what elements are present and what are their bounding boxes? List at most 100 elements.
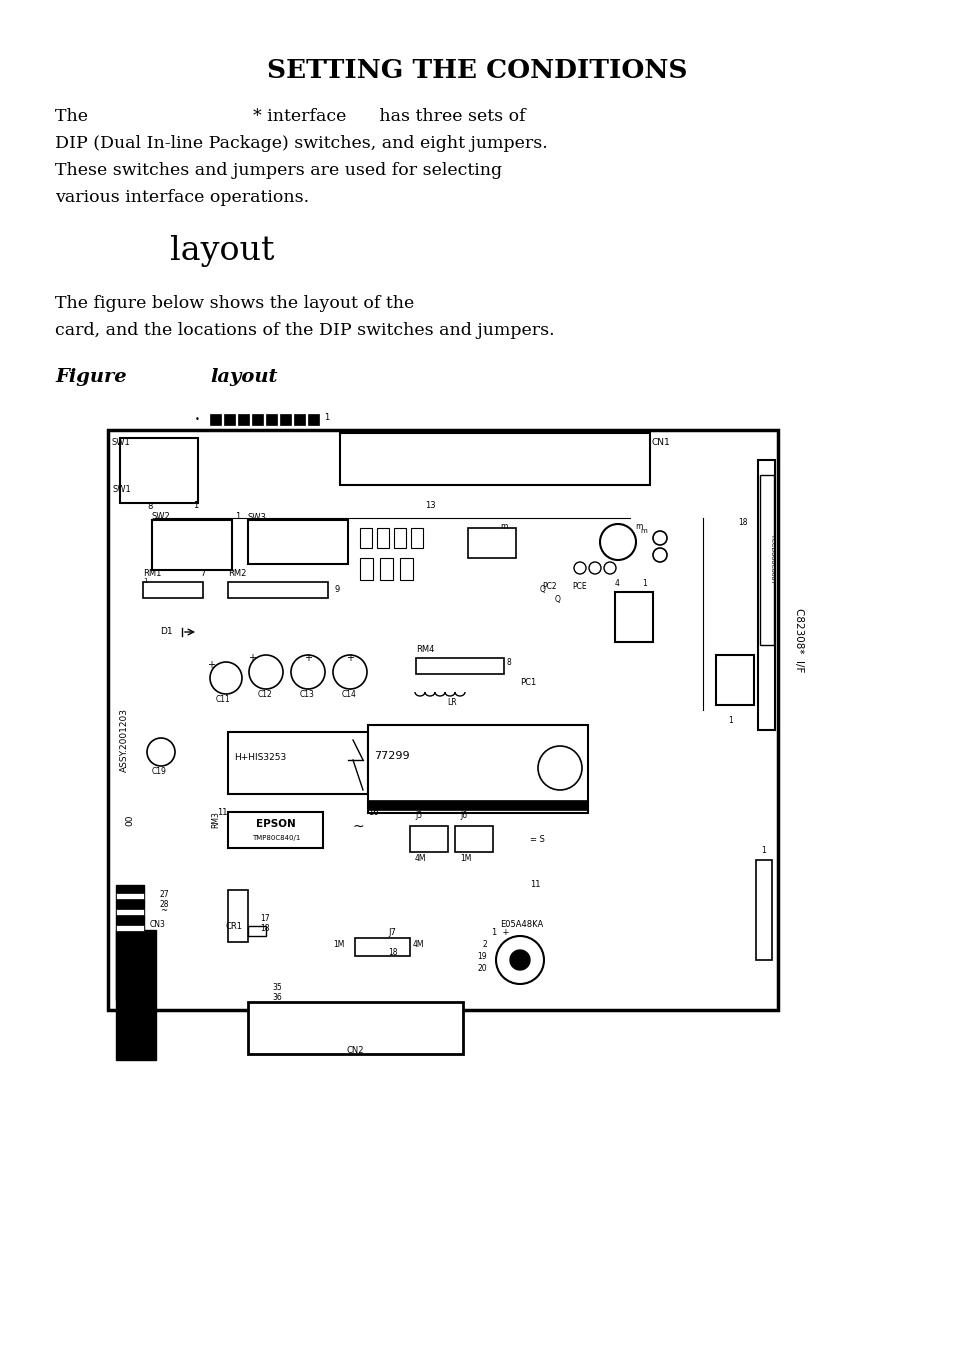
Text: 9: 9 bbox=[335, 585, 340, 594]
Text: RM4: RM4 bbox=[416, 645, 434, 654]
Bar bbox=[615, 592, 652, 642]
Text: EPSON: EPSON bbox=[255, 819, 295, 829]
Text: Q: Q bbox=[555, 594, 560, 604]
Text: 1: 1 bbox=[727, 716, 732, 724]
Text: D1: D1 bbox=[160, 627, 172, 636]
Text: card, and the locations of the DIP switches and jumpers.: card, and the locations of the DIP switc… bbox=[55, 322, 554, 338]
Bar bbox=[248, 520, 348, 565]
Text: C11: C11 bbox=[215, 695, 231, 704]
Bar bbox=[266, 414, 276, 425]
Text: SW2: SW2 bbox=[152, 512, 171, 521]
Text: CN1: CN1 bbox=[651, 437, 670, 447]
Bar bbox=[116, 909, 144, 915]
Text: The figure below shows the layout of the: The figure below shows the layout of the bbox=[55, 295, 414, 311]
Bar bbox=[368, 724, 587, 812]
Text: Figure: Figure bbox=[55, 368, 127, 386]
Text: 4M: 4M bbox=[415, 854, 426, 862]
Text: 1: 1 bbox=[324, 413, 329, 421]
Circle shape bbox=[210, 662, 242, 695]
Bar bbox=[143, 582, 203, 598]
Text: C14: C14 bbox=[341, 691, 356, 699]
Text: 1M: 1M bbox=[459, 854, 471, 862]
Text: •: • bbox=[195, 414, 200, 424]
Text: 16: 16 bbox=[368, 808, 378, 816]
Circle shape bbox=[599, 524, 636, 561]
Circle shape bbox=[574, 562, 585, 574]
Bar bbox=[152, 520, 232, 570]
Text: 1: 1 bbox=[641, 580, 646, 588]
Text: ~: ~ bbox=[352, 821, 363, 834]
Text: These switches and jumpers are used for selecting: These switches and jumpers are used for … bbox=[55, 162, 501, 179]
Text: 4: 4 bbox=[615, 580, 619, 588]
Bar bbox=[410, 826, 448, 852]
Circle shape bbox=[333, 655, 367, 689]
Text: 1: 1 bbox=[143, 578, 148, 584]
Text: 36: 36 bbox=[272, 992, 281, 1002]
Text: 1: 1 bbox=[760, 846, 765, 854]
Bar bbox=[716, 655, 753, 705]
Bar bbox=[280, 414, 291, 425]
Bar bbox=[116, 894, 144, 899]
Bar bbox=[116, 886, 144, 891]
Bar bbox=[468, 528, 516, 558]
Bar bbox=[294, 414, 305, 425]
Text: 8: 8 bbox=[506, 658, 511, 668]
Bar bbox=[755, 860, 771, 960]
Text: 19: 19 bbox=[476, 952, 486, 961]
Text: various interface operations.: various interface operations. bbox=[55, 190, 309, 206]
Circle shape bbox=[291, 655, 325, 689]
Bar bbox=[116, 900, 144, 907]
Bar bbox=[210, 414, 221, 425]
Text: 1: 1 bbox=[193, 501, 198, 510]
Text: 2: 2 bbox=[482, 940, 486, 949]
Bar bbox=[120, 437, 198, 502]
Bar bbox=[355, 938, 410, 956]
Bar bbox=[237, 414, 249, 425]
Bar bbox=[359, 528, 372, 548]
Bar bbox=[399, 558, 413, 580]
Text: 27
28: 27 28 bbox=[160, 890, 170, 910]
Text: m: m bbox=[639, 528, 646, 533]
Text: +: + bbox=[207, 659, 214, 670]
Text: CN2: CN2 bbox=[346, 1047, 363, 1055]
Bar bbox=[359, 558, 373, 580]
Text: TMP80C840/1: TMP80C840/1 bbox=[252, 835, 300, 841]
Bar bbox=[116, 886, 144, 1001]
Text: 77299: 77299 bbox=[374, 751, 409, 761]
Text: SETTING THE CONDITIONS: SETTING THE CONDITIONS bbox=[267, 58, 686, 83]
Text: E05A48KA: E05A48KA bbox=[499, 919, 542, 929]
Text: RM3: RM3 bbox=[212, 811, 220, 829]
Text: DIP (Dual In-line Package) switches, and eight jumpers.: DIP (Dual In-line Package) switches, and… bbox=[55, 135, 547, 152]
Text: layout: layout bbox=[170, 236, 274, 267]
Bar bbox=[228, 890, 248, 942]
Text: C13: C13 bbox=[299, 691, 314, 699]
Bar bbox=[248, 1002, 462, 1053]
Text: PC2: PC2 bbox=[541, 582, 556, 590]
Text: LR: LR bbox=[447, 699, 456, 707]
Bar bbox=[376, 528, 389, 548]
Text: Q: Q bbox=[539, 585, 545, 594]
Text: 1M: 1M bbox=[334, 940, 345, 949]
Text: J7: J7 bbox=[388, 927, 395, 937]
Text: PC1: PC1 bbox=[519, 678, 536, 686]
Circle shape bbox=[652, 531, 666, 546]
Bar bbox=[416, 658, 503, 674]
Bar bbox=[411, 528, 422, 548]
Bar bbox=[379, 558, 393, 580]
Text: 11: 11 bbox=[217, 808, 228, 816]
Text: ~: ~ bbox=[160, 906, 167, 915]
Text: 20: 20 bbox=[476, 964, 486, 974]
Bar bbox=[760, 475, 773, 645]
Text: 18: 18 bbox=[388, 948, 397, 957]
Text: J6: J6 bbox=[459, 811, 467, 821]
Text: C12: C12 bbox=[257, 691, 273, 699]
Text: CN3: CN3 bbox=[150, 919, 166, 929]
Text: RM1: RM1 bbox=[143, 569, 161, 578]
Bar bbox=[116, 930, 156, 1060]
Bar bbox=[224, 414, 234, 425]
Circle shape bbox=[537, 746, 581, 789]
Bar bbox=[394, 528, 406, 548]
Text: m: m bbox=[635, 523, 641, 531]
Text: RM2: RM2 bbox=[228, 569, 246, 578]
Text: 1: 1 bbox=[234, 512, 240, 521]
